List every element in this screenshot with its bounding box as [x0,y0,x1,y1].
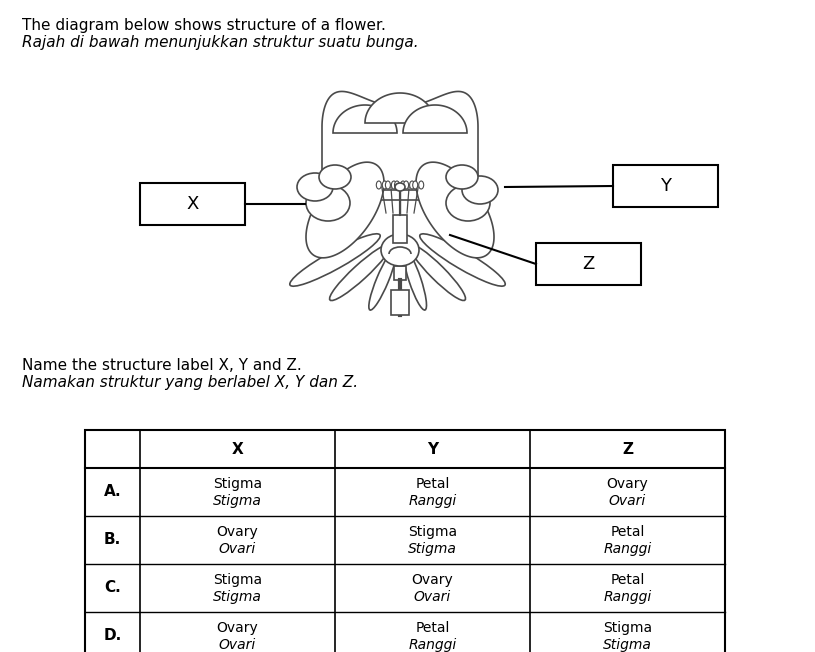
Text: Ovari: Ovari [414,590,452,604]
Text: Stigma: Stigma [408,525,457,539]
Text: Ranggi: Ranggi [408,494,456,508]
Ellipse shape [420,234,505,286]
Text: Z: Z [622,441,633,456]
Ellipse shape [395,183,405,191]
Ellipse shape [290,234,381,286]
Ellipse shape [329,244,390,301]
Text: Stigma: Stigma [603,621,652,635]
Ellipse shape [412,181,418,189]
Ellipse shape [369,250,396,310]
Text: Ovary: Ovary [217,525,258,539]
Text: X: X [187,195,199,213]
Ellipse shape [394,181,399,189]
Text: Petal: Petal [610,573,645,587]
FancyBboxPatch shape [391,290,409,315]
Text: Stigma: Stigma [213,477,262,491]
Polygon shape [365,93,435,123]
Bar [536,243,641,285]
Ellipse shape [446,185,490,221]
Ellipse shape [409,244,465,301]
Bar [85,430,725,652]
Text: Petal: Petal [610,525,645,539]
Ellipse shape [391,181,396,189]
Text: Stigma: Stigma [408,542,457,556]
Text: Stigma: Stigma [213,494,262,508]
Text: Ovary: Ovary [217,621,258,635]
Text: Ovary: Ovary [606,477,649,491]
Text: Namakan struktur yang berlabel X, Y dan Z.: Namakan struktur yang berlabel X, Y dan … [22,375,358,390]
Bar [140,183,245,225]
Ellipse shape [400,181,406,189]
Text: Petal: Petal [416,621,450,635]
Text: Petal: Petal [416,477,450,491]
Bar [613,165,718,207]
Ellipse shape [410,181,415,189]
Text: Ranggi: Ranggi [603,542,652,556]
Ellipse shape [382,181,387,189]
Text: Rajah di bawah menunjukkan struktur suatu bunga.: Rajah di bawah menunjukkan struktur suat… [22,35,419,50]
Ellipse shape [419,181,424,189]
Text: C.: C. [104,580,121,595]
Text: X: X [231,441,244,456]
Text: B.: B. [104,533,121,548]
Text: Ovary: Ovary [412,573,453,587]
Text: Stigma: Stigma [603,638,652,652]
Text: Name the structure label X, Y and Z.: Name the structure label X, Y and Z. [22,358,302,373]
Text: Y: Y [427,441,438,456]
Polygon shape [333,105,397,133]
Text: Ovari: Ovari [609,494,646,508]
Polygon shape [322,91,478,190]
Ellipse shape [377,181,381,189]
Ellipse shape [446,165,478,189]
Polygon shape [306,162,384,258]
Ellipse shape [385,181,390,189]
Ellipse shape [403,250,426,310]
FancyBboxPatch shape [393,215,407,243]
Text: D.: D. [104,629,121,644]
Text: The diagram below shows structure of a flower.: The diagram below shows structure of a f… [22,18,385,33]
Text: Stigma: Stigma [213,573,262,587]
FancyBboxPatch shape [394,266,406,280]
Ellipse shape [297,173,333,201]
Ellipse shape [306,185,350,221]
Text: Z: Z [583,255,595,273]
Polygon shape [403,105,467,133]
Text: Ranggi: Ranggi [408,638,456,652]
Polygon shape [416,162,494,258]
Text: Ovari: Ovari [219,638,256,652]
Ellipse shape [381,234,419,266]
Polygon shape [322,123,478,200]
Text: Stigma: Stigma [213,590,262,604]
Ellipse shape [462,176,498,204]
Text: Y: Y [660,177,671,195]
Text: A.: A. [104,484,121,499]
Text: Ovari: Ovari [219,542,256,556]
Text: Ranggi: Ranggi [603,590,652,604]
Ellipse shape [319,165,351,189]
Ellipse shape [403,181,408,189]
